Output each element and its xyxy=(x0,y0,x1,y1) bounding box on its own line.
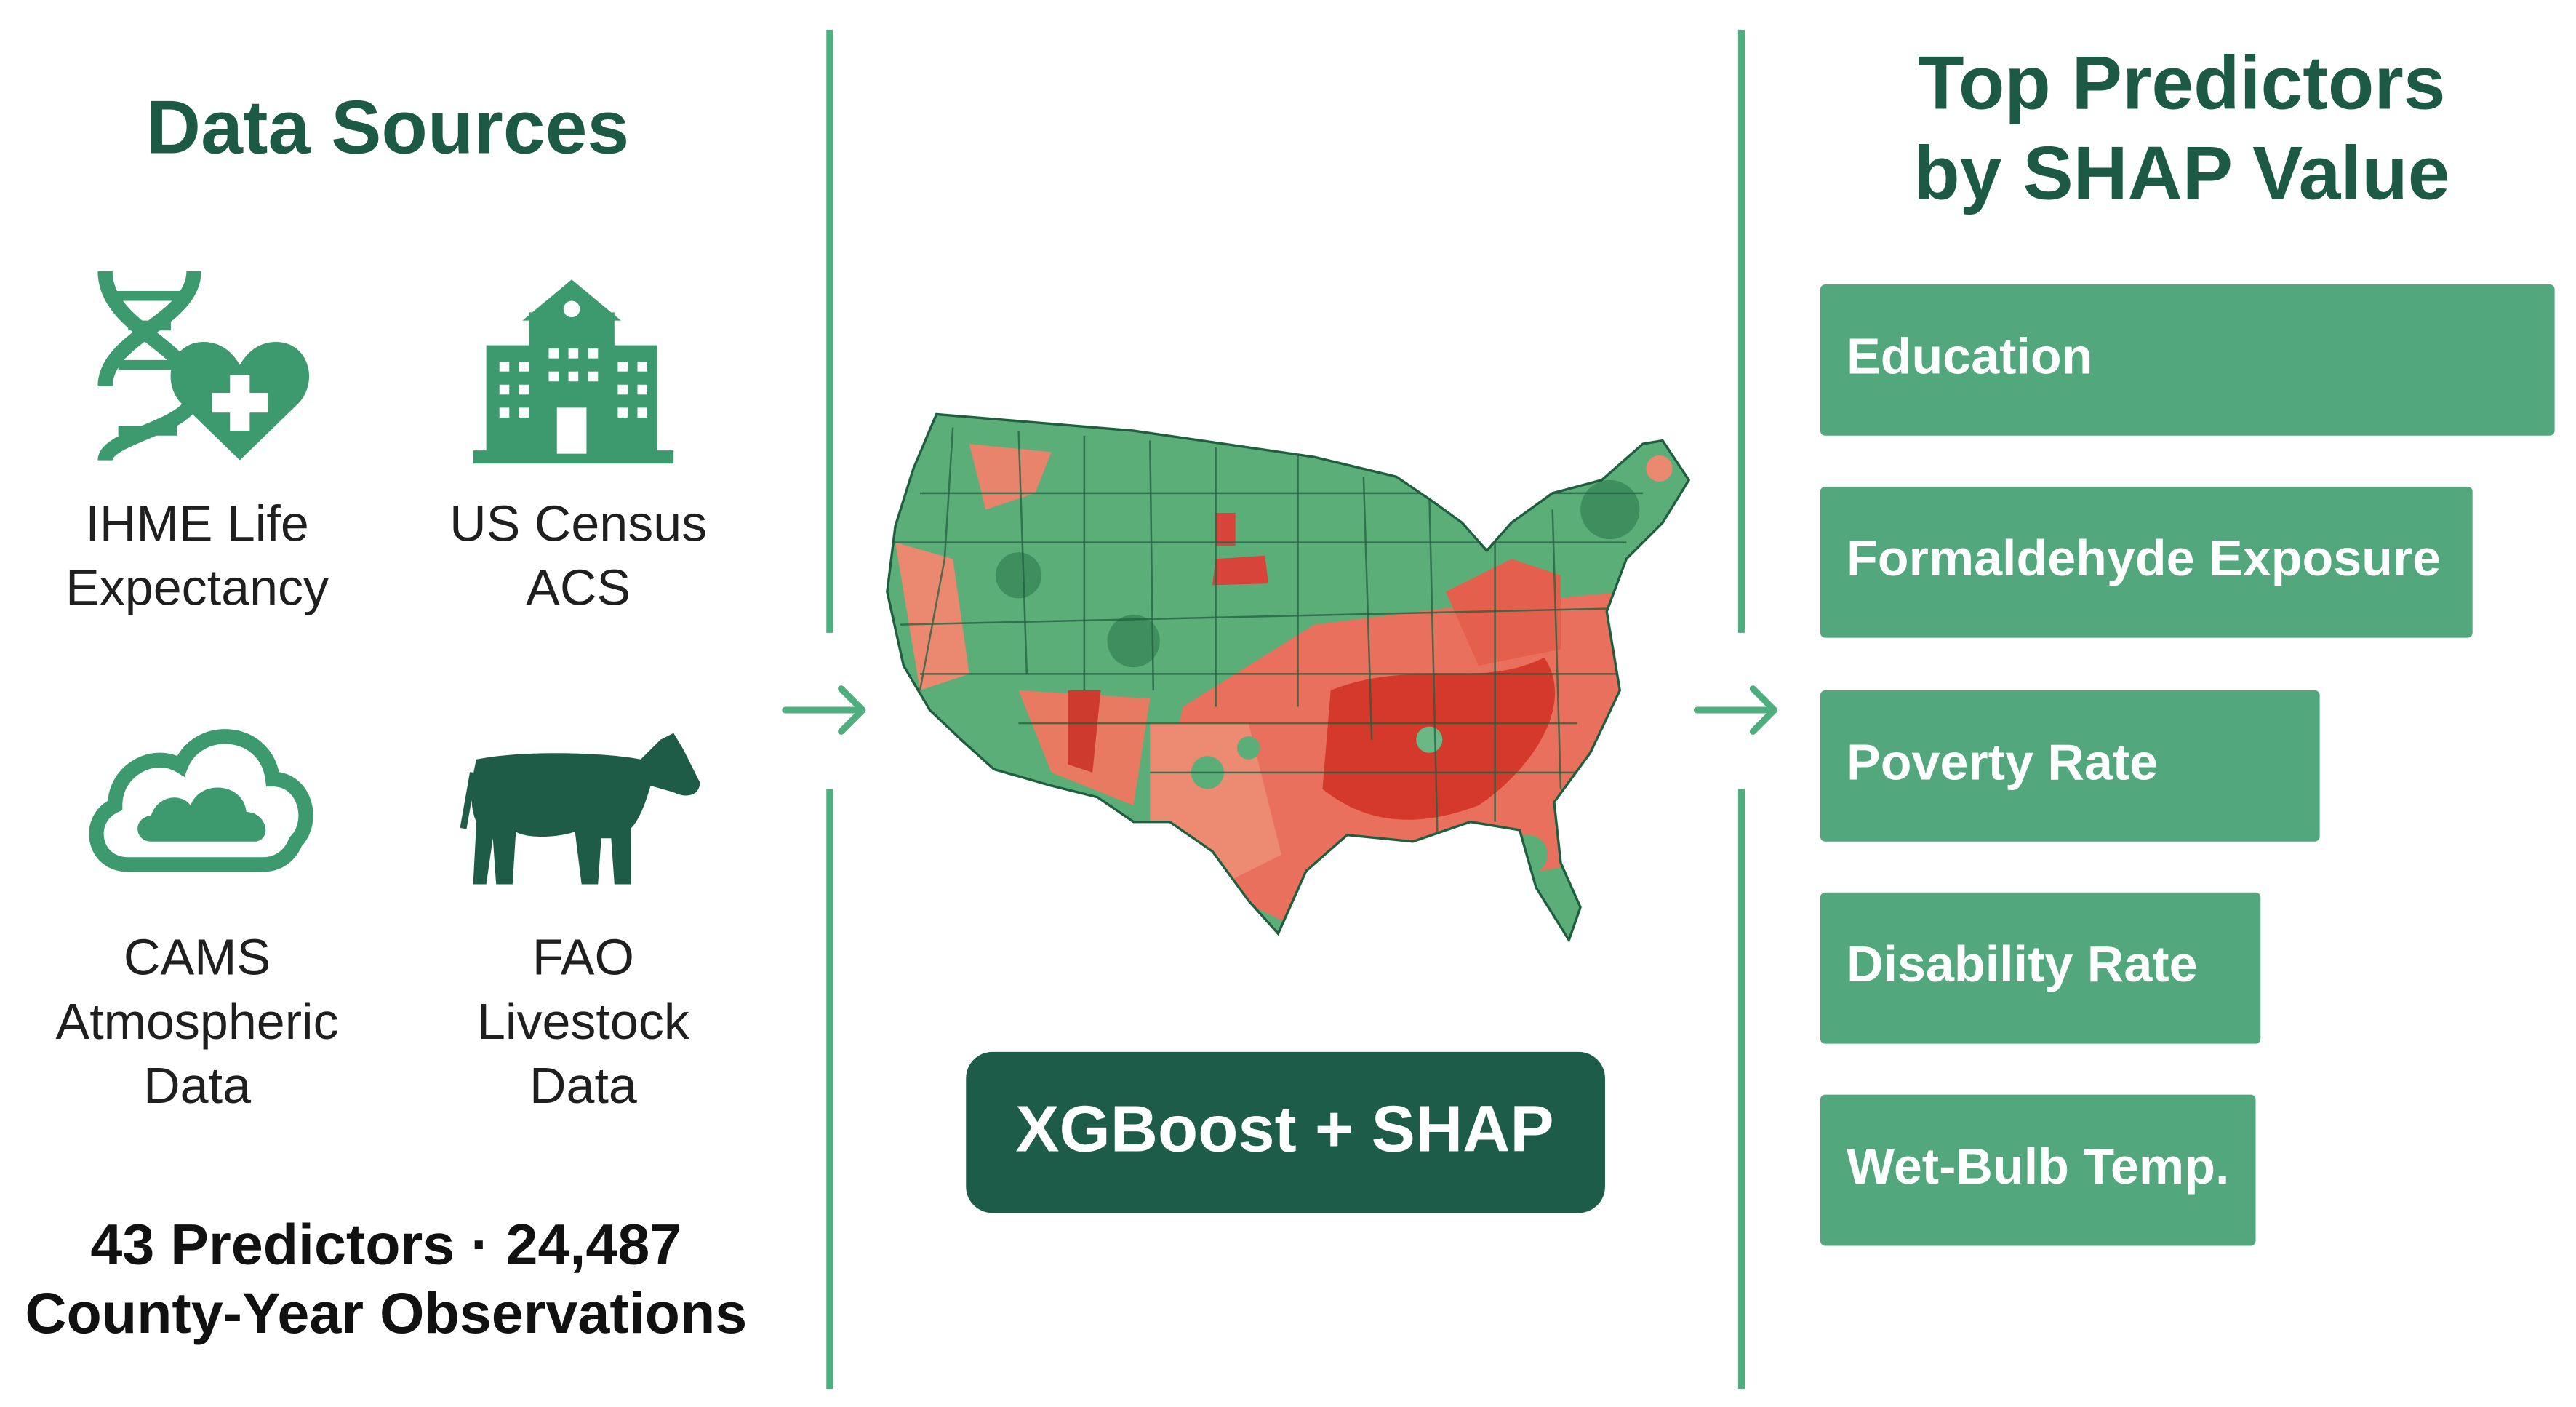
predictor-label: Wet-Bulb Temp. xyxy=(1847,1138,2229,1195)
source-label: Atmospheric xyxy=(56,993,339,1050)
summary-text: 43 Predictors · 24,487 xyxy=(90,1211,681,1276)
source-label: Data xyxy=(143,1057,251,1114)
source-label: ACS xyxy=(526,559,631,615)
source-label: CAMS xyxy=(124,929,271,986)
section-title: Top Predictors xyxy=(1918,41,2446,125)
cloud-icon xyxy=(89,729,313,872)
section-title: by SHAP Value xyxy=(1913,132,2449,216)
section-title: Data Sources xyxy=(146,85,629,170)
predictor-label: Formaldehyde Exposure xyxy=(1847,530,2441,586)
dna-heart-icon xyxy=(97,271,310,462)
predictor-bar xyxy=(1820,690,2320,842)
predictor-bar xyxy=(1820,486,2473,638)
arrow xyxy=(1693,685,1778,735)
source-label: Livestock xyxy=(477,993,690,1050)
us-county-map xyxy=(886,412,1690,941)
predictor-bar xyxy=(1820,1094,2256,1246)
source-label: US Census xyxy=(449,495,707,551)
predictor-bar xyxy=(1820,284,2555,436)
source-label: IHME Life xyxy=(85,495,308,551)
predictor-label: Poverty Rate xyxy=(1847,733,2158,790)
source-label: Expectancy xyxy=(65,559,329,615)
cow-icon xyxy=(460,733,700,885)
predictor-label: Education xyxy=(1847,327,2092,384)
model-badge xyxy=(966,1051,1605,1213)
arrow xyxy=(782,685,866,735)
model-label: XGBoost + SHAP xyxy=(1015,1093,1553,1166)
predictor-label: Disability Rate xyxy=(1847,936,2198,992)
summary-text: County-Year Observations xyxy=(25,1280,747,1345)
source-label: FAO xyxy=(532,929,634,986)
source-label: Data xyxy=(529,1057,637,1114)
building-icon xyxy=(473,279,674,464)
predictor-bar xyxy=(1820,892,2261,1044)
